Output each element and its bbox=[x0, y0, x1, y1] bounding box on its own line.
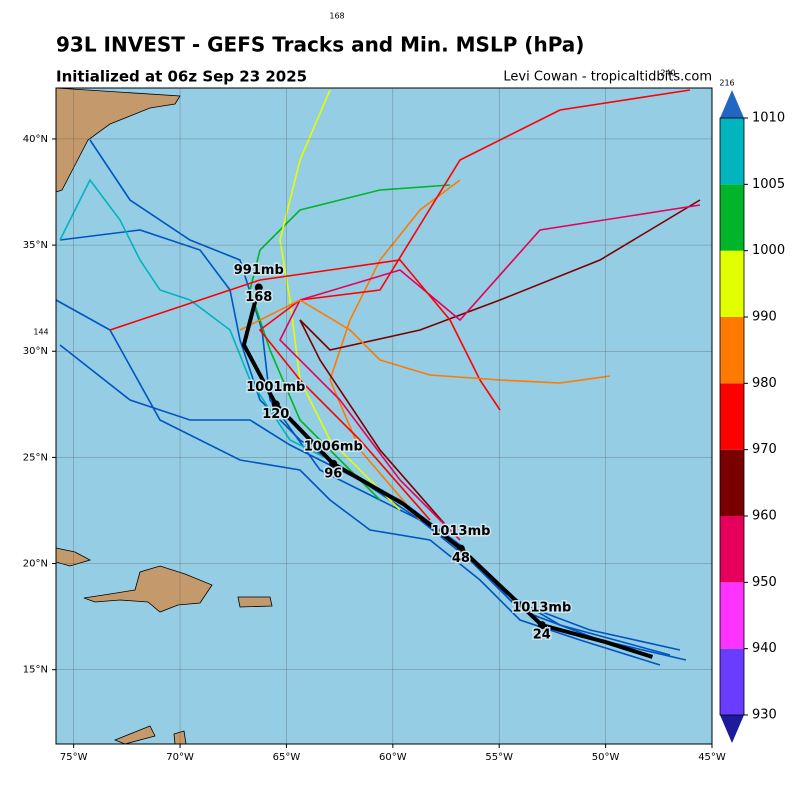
x-tick-label: 55°W bbox=[485, 752, 513, 763]
stray-label: 168 bbox=[329, 12, 344, 21]
frame bbox=[55, 87, 713, 745]
x-tick-label: 60°W bbox=[379, 752, 407, 763]
mslp-label: 1006mb bbox=[304, 439, 363, 454]
colorbar-under bbox=[720, 715, 744, 743]
credit: Levi Cowan - tropicaltidbits.com bbox=[503, 70, 712, 85]
x-tick-label: 70°W bbox=[166, 752, 194, 763]
colorbar-segment bbox=[720, 383, 744, 450]
y-tick-label: 20°N bbox=[23, 559, 48, 570]
y-tick-label: 25°N bbox=[23, 452, 48, 463]
colorbar-label: 1010 bbox=[752, 111, 785, 126]
stray-label: 144 bbox=[33, 328, 48, 337]
track-point bbox=[537, 621, 546, 630]
colorbar-label: 970 bbox=[752, 442, 777, 457]
mslp-label: 1013mb bbox=[512, 601, 571, 616]
mslp-label: 1013mb bbox=[431, 524, 490, 539]
mslp-label: 991mb bbox=[234, 263, 284, 278]
x-tick-label: 65°W bbox=[273, 752, 301, 763]
track-point bbox=[456, 544, 465, 553]
colorbar-segment bbox=[720, 184, 744, 251]
track-point bbox=[254, 283, 263, 292]
track-point bbox=[329, 459, 338, 468]
axes bbox=[56, 88, 713, 744]
y-tick-label: 35°N bbox=[23, 240, 48, 251]
colorbar-segment bbox=[720, 317, 744, 384]
colorbar-label: 1000 bbox=[752, 243, 785, 258]
stray-label: 240 bbox=[660, 69, 675, 78]
hour-label: 120 bbox=[262, 407, 289, 422]
colorbar-label: 930 bbox=[752, 708, 777, 723]
colorbar-label: 1005 bbox=[752, 177, 785, 192]
colorbar-segment bbox=[720, 250, 744, 317]
stray-label: 216 bbox=[719, 79, 734, 88]
chart-title: 93L INVEST - GEFS Tracks and Min. MSLP (… bbox=[56, 33, 584, 57]
y-tick-label: 15°N bbox=[23, 665, 48, 676]
hour-label: 96 bbox=[324, 466, 342, 481]
x-tick-label: 50°W bbox=[592, 752, 620, 763]
colorbar-segment bbox=[720, 648, 744, 715]
colorbar-segment bbox=[720, 582, 744, 649]
colorbar-frame bbox=[719, 117, 745, 716]
colorbar-label: 980 bbox=[752, 376, 777, 391]
y-tick-label: 40°N bbox=[23, 134, 48, 145]
colorbar-over bbox=[720, 90, 744, 118]
ocean bbox=[56, 88, 712, 744]
hour-label: 24 bbox=[533, 628, 551, 643]
hour-label: 168 bbox=[245, 290, 272, 305]
colorbar-segment bbox=[720, 449, 744, 516]
y-tick-label: 30°N bbox=[23, 346, 48, 357]
mean-track bbox=[241, 287, 654, 659]
colorbar-segment bbox=[720, 516, 744, 583]
colorbar-label: 950 bbox=[752, 575, 777, 590]
hour-label: 48 bbox=[452, 551, 470, 566]
mslp-label: 1001mb bbox=[246, 380, 305, 395]
x-tick-label: 45°W bbox=[698, 752, 726, 763]
colorbar-segment bbox=[720, 118, 744, 185]
x-tick-label: 75°W bbox=[60, 752, 88, 763]
colorbar-label: 960 bbox=[752, 509, 777, 524]
subtitle: Initialized at 06z Sep 23 2025 bbox=[56, 68, 307, 86]
colorbar-label: 940 bbox=[752, 641, 777, 656]
track-point bbox=[271, 400, 280, 409]
colorbar-label: 990 bbox=[752, 310, 777, 325]
